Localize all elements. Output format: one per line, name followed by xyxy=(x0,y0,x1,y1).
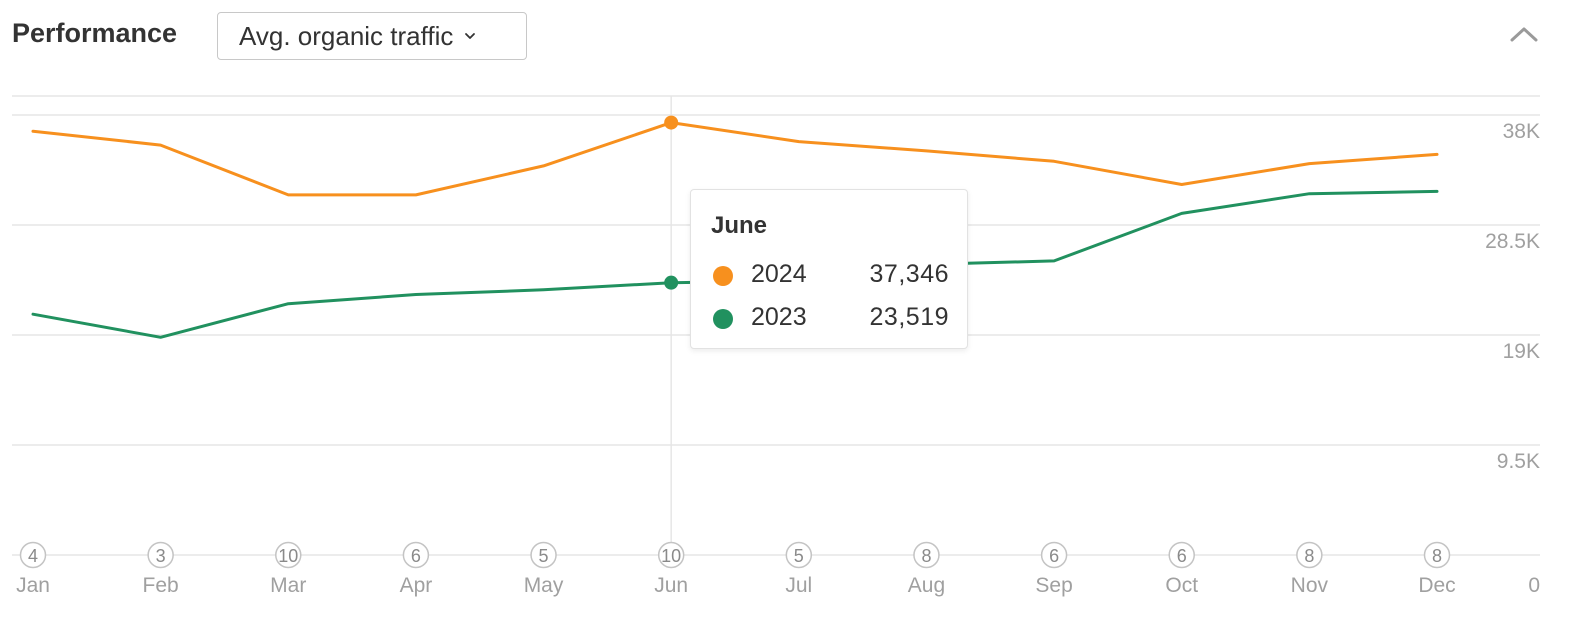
annotation-count: 8 xyxy=(1432,546,1442,566)
annotation-badge xyxy=(1296,541,1323,569)
x-tick-label: Dec xyxy=(1418,574,1455,597)
highlight-point-2023 xyxy=(664,275,679,290)
x-tick-label: Jan xyxy=(16,574,50,597)
x-tick-label: Jun xyxy=(654,574,688,597)
annotation-badge xyxy=(1168,541,1195,569)
metric-dropdown[interactable]: Avg. organic traffic xyxy=(217,12,527,60)
annotation-badge xyxy=(785,541,813,569)
annotation-count: 10 xyxy=(661,546,681,566)
legend-dot-2023 xyxy=(713,309,733,329)
tooltip-title: June xyxy=(711,212,768,239)
y-tick-label: 38K xyxy=(1503,120,1540,143)
annotation-count: 10 xyxy=(278,546,298,566)
x-tick-label: Aug xyxy=(908,574,945,597)
annotation-count: 3 xyxy=(156,546,166,566)
annotation-count: 6 xyxy=(411,546,421,566)
annotation-badge xyxy=(657,541,685,569)
y-tick-label: 9.5K xyxy=(1497,450,1540,473)
x-tick-label: Nov xyxy=(1291,574,1329,597)
tooltip-row-2024: 2024 37,346 xyxy=(713,260,949,290)
metric-dropdown-label: Avg. organic traffic xyxy=(239,20,454,51)
annotation-count: 4 xyxy=(28,546,38,566)
tooltip-row-2023: 2023 23,519 xyxy=(713,303,949,333)
annotation-count: 5 xyxy=(539,546,549,566)
chevron-down-icon xyxy=(465,33,476,39)
annotation-count: 6 xyxy=(1177,546,1187,566)
x-tick-label: Sep xyxy=(1035,574,1072,597)
annotation-badge xyxy=(147,541,174,569)
y-tick-label: 28.5K xyxy=(1485,230,1540,253)
page-title: Performance xyxy=(12,18,178,48)
tooltip-label: 2024 xyxy=(751,260,807,288)
tooltip-value: 23,519 xyxy=(869,303,949,331)
x-tick-label: Feb xyxy=(143,574,179,597)
annotation-badge xyxy=(913,541,940,569)
annotation-count: 8 xyxy=(921,546,931,566)
annotation-badge xyxy=(402,541,430,569)
x-tick-label: Oct xyxy=(1165,574,1198,597)
legend-dot-2024 xyxy=(713,266,733,286)
tooltip-label: 2023 xyxy=(751,303,807,331)
series-line-2024 xyxy=(31,121,1439,197)
x-tick-label: May xyxy=(524,574,564,597)
annotation-count: 6 xyxy=(1049,546,1059,566)
highlight-point-2024 xyxy=(664,115,679,130)
annotation-count: 5 xyxy=(794,546,804,566)
x-tick-label: Mar xyxy=(270,574,306,597)
annotation-count: 8 xyxy=(1304,546,1314,566)
y-tick-label: 19K xyxy=(1503,340,1540,363)
chevron-up-icon[interactable] xyxy=(1508,22,1540,46)
annotation-badge xyxy=(530,541,557,569)
y-tick-label: 0 xyxy=(1528,574,1540,597)
chart-tooltip: June 2024 37,346 2023 23,519 xyxy=(690,189,968,349)
x-tick-label: Jul xyxy=(785,574,812,597)
tooltip-value: 37,346 xyxy=(869,260,949,288)
x-tick-label: Apr xyxy=(400,574,433,597)
annotation-badge xyxy=(1040,541,1068,569)
annotation-badge xyxy=(1423,541,1451,569)
annotation-badge xyxy=(275,541,302,569)
annotation-badge xyxy=(19,541,47,569)
